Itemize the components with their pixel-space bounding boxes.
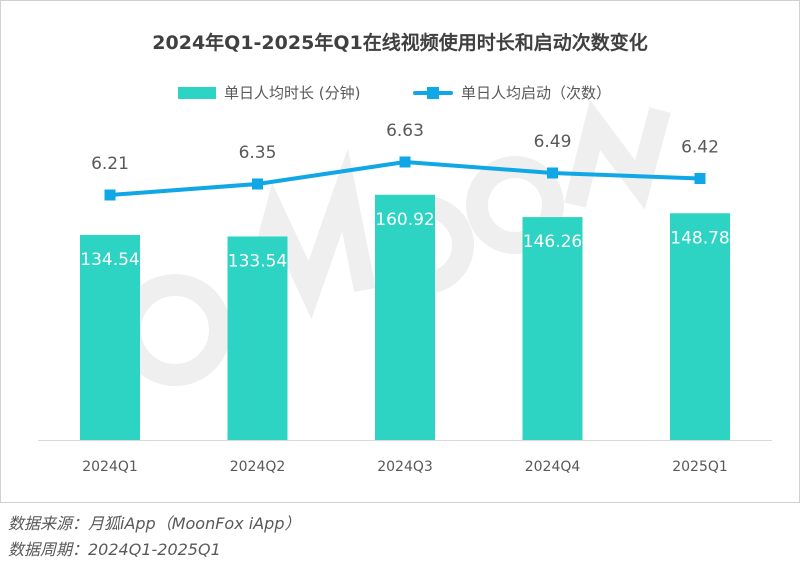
x-tick-label: 2024Q1 [82,459,138,475]
legend-line-swatch [413,86,453,100]
bar-value-label: 134.54 [80,250,139,270]
line-point [547,167,558,179]
line-value-label: 6.49 [534,132,572,152]
x-tick-label: 2025Q1 [672,459,728,475]
bar-value-label: 133.54 [228,251,287,271]
legend-item-duration[interactable]: 单日人均时长 (分钟) [178,82,360,103]
bar [80,234,140,440]
line-value-label: 6.63 [386,121,424,141]
line-point [399,156,411,168]
line-value-label: 6.21 [91,154,129,174]
legend-bar-swatch [178,86,216,99]
x-tick-label: 2024Q3 [377,459,433,475]
x-tick-label: 2024Q2 [230,459,286,475]
period-note: 数据周期：2024Q1-2025Q1 [8,540,221,559]
source-note: 数据来源：月狐iApp（MoonFox iApp） [8,514,301,533]
legend-item-launches[interactable]: 单日人均启动（次数） [413,82,611,103]
legend: 单日人均时长 (分钟) 单日人均启动（次数） [0,82,800,104]
line-point [252,178,263,190]
bar-value-label: 146.26 [523,232,582,252]
line-point [104,189,116,201]
x-tick-label: 2024Q4 [525,459,581,475]
bar [522,217,583,440]
bar [670,213,730,440]
line-value-label: 6.35 [239,143,277,163]
chart-plot: 134.54 133.54 160.92 146.26 148.78 2024Q1 2024… [38,121,772,475]
line-point [694,172,706,184]
bar-value-label: 148.78 [670,228,729,248]
line-value-label: 6.42 [681,137,719,157]
bar [375,194,435,440]
legend-label: 单日人均启动（次数） [461,84,612,102]
bar [227,236,288,440]
legend-label: 单日人均时长 (分钟) [224,84,361,102]
chart-title: 2024年Q1-2025年Q1在线视频使用时长和启动次数变化 [152,32,648,54]
bar-value-label: 160.92 [375,210,434,230]
